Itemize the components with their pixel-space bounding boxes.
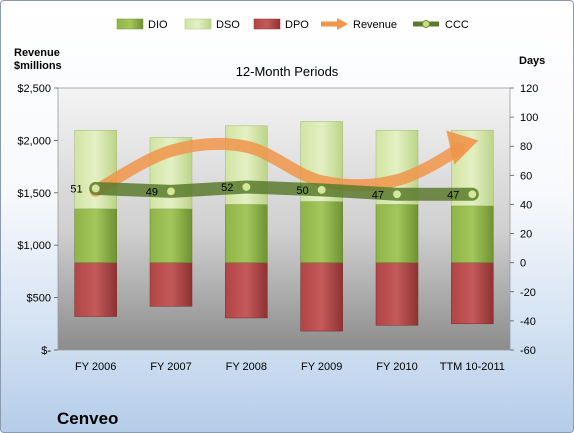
legend-label-dpo: DPO xyxy=(285,19,309,31)
ccc-data-label: 49 xyxy=(146,186,158,198)
ccc-point xyxy=(165,186,177,197)
bar-dpo xyxy=(451,262,494,325)
bar-dio xyxy=(375,204,419,263)
bar-dpo xyxy=(74,262,117,317)
left-axis-tick-label: $500 xyxy=(27,293,51,305)
revenue-line xyxy=(89,137,465,197)
ccc-point xyxy=(467,189,478,200)
bar-dpo xyxy=(225,262,268,319)
ccc-point xyxy=(90,183,101,194)
legend-swatch-dso xyxy=(184,18,212,30)
revenue-arrowhead xyxy=(446,130,479,165)
left-axis-tick-label: $2,500 xyxy=(17,83,51,95)
legend-label-revenue: Revenue xyxy=(353,19,397,31)
left-axis-title-line2: $millions xyxy=(14,60,62,72)
right-axis-tick-label: -20 xyxy=(520,287,536,299)
left-axis-tick-label: $2,000 xyxy=(17,135,51,147)
left-axis-tick-label: $- xyxy=(41,345,51,357)
right-axis-tick-label: -60 xyxy=(520,345,536,357)
legend-swatch-dpo xyxy=(253,18,281,30)
x-axis-tick-label: FY 2010 xyxy=(376,361,417,373)
company-name: Cenveo xyxy=(57,409,118,428)
x-axis-tick-label: FY 2007 xyxy=(150,361,191,373)
bar-dio xyxy=(149,208,193,263)
plot-area xyxy=(57,87,511,351)
legend-swatch-ccc-marker xyxy=(422,20,430,28)
bar-dio xyxy=(451,205,494,263)
x-axis-tick-label: FY 2008 xyxy=(226,361,267,373)
right-axis-tick-label: 40 xyxy=(520,199,532,211)
left-axis-tick-label: $1,500 xyxy=(17,188,51,200)
bar-dpo xyxy=(300,262,343,332)
legend-swatch-revenue-arrowhead xyxy=(337,18,348,30)
right-axis-tick-label: 80 xyxy=(520,141,532,153)
ccc-data-label: 52 xyxy=(221,182,233,194)
right-axis-tick-label: 0 xyxy=(520,258,526,270)
bar-dso xyxy=(74,129,117,210)
left-axis-title-line1: Revenue xyxy=(14,47,60,59)
right-axis-title: Days xyxy=(519,55,545,67)
right-axis-tick-label: -40 xyxy=(520,316,536,328)
legend: DIO DSO DPO Revenue CCC xyxy=(116,18,469,31)
right-axis-tick-label: 120 xyxy=(520,83,538,95)
ccc-point xyxy=(241,181,252,193)
legend-label-ccc: CCC xyxy=(445,19,469,31)
x-axis-tick-label: FY 2009 xyxy=(301,361,342,373)
ccc-point xyxy=(316,184,327,195)
bar-dpo xyxy=(149,262,193,307)
right-axis-tick-label: 100 xyxy=(520,112,538,124)
x-axis-tick-label: FY 2006 xyxy=(75,361,116,373)
right-axis-tick-label: 60 xyxy=(520,170,532,182)
bar-dio xyxy=(300,201,343,263)
bar-dio xyxy=(225,204,268,263)
x-axis-tick-label: TTM 10-2011 xyxy=(440,361,505,373)
bar-dio xyxy=(74,208,117,263)
chart-title: 12-Month Periods xyxy=(236,64,339,79)
ccc-data-label: 47 xyxy=(372,189,384,201)
left-axis-tick-label: $1,000 xyxy=(17,240,51,252)
left-axis-title: Revenue $millions xyxy=(14,47,63,72)
ccc-data-label: 47 xyxy=(447,189,459,201)
ccc-point xyxy=(391,189,403,200)
legend-swatch-dio xyxy=(116,18,144,30)
ccc-data-label: 51 xyxy=(70,183,82,195)
legend-label-dio: DIO xyxy=(148,19,168,31)
bar-dpo xyxy=(375,262,419,326)
ccc-data-label: 50 xyxy=(296,185,308,197)
right-axis-tick-label: 20 xyxy=(520,229,532,241)
legend-label-dso: DSO xyxy=(216,19,240,31)
ccc-line xyxy=(89,180,479,201)
